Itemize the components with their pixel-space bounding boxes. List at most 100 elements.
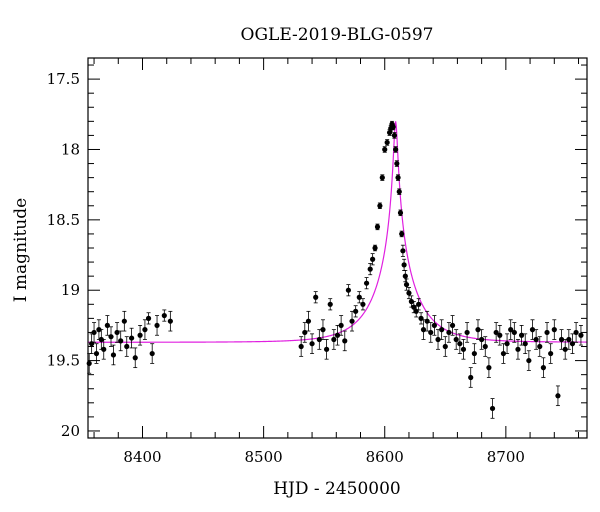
- data-marker: [573, 329, 579, 336]
- data-marker: [298, 343, 304, 350]
- data-point: [399, 230, 405, 238]
- chart-title: OGLE-2019-BLG-0597: [241, 25, 434, 45]
- data-point: [471, 343, 477, 364]
- data-marker: [446, 329, 452, 336]
- data-point: [313, 291, 319, 304]
- data-point: [504, 333, 510, 354]
- data-marker: [500, 350, 507, 357]
- data-marker: [338, 322, 344, 329]
- data-marker: [309, 341, 315, 347]
- data-point: [394, 160, 400, 167]
- data-point: [309, 333, 315, 354]
- data-point: [121, 310, 127, 332]
- y-tick-label: 19: [61, 281, 80, 299]
- data-point: [497, 325, 503, 346]
- data-marker: [431, 322, 437, 329]
- data-marker: [377, 203, 383, 209]
- data-marker: [313, 294, 319, 300]
- y-axis-label: I magnitude: [11, 198, 31, 302]
- data-point: [493, 322, 499, 343]
- data-point: [418, 312, 424, 325]
- data-marker: [397, 210, 404, 216]
- data-marker: [493, 329, 499, 336]
- x-axis-label: HJD - 2450000: [273, 479, 401, 499]
- data-point: [334, 325, 341, 346]
- data-point: [511, 322, 517, 343]
- data-marker: [533, 336, 539, 343]
- data-point: [137, 325, 143, 346]
- data-marker: [86, 360, 92, 367]
- data-point: [420, 319, 427, 340]
- data-points-layer: [86, 120, 584, 419]
- data-point: [323, 339, 330, 360]
- data-point: [460, 339, 467, 360]
- data-marker: [544, 329, 550, 336]
- data-marker: [475, 327, 481, 333]
- data-point: [578, 325, 584, 346]
- data-point: [356, 291, 362, 304]
- data-marker: [486, 365, 492, 371]
- data-point: [573, 322, 579, 343]
- data-point: [338, 315, 344, 336]
- data-point: [298, 336, 304, 357]
- data-point: [446, 322, 452, 343]
- x-axis: 8400 8500 8600 8700: [93, 58, 580, 466]
- data-marker: [548, 350, 554, 357]
- data-point: [129, 327, 135, 349]
- y-axis: 17.5 18 18.5 19 19.5 20: [47, 64, 587, 440]
- data-marker: [439, 327, 445, 333]
- data-marker: [98, 336, 104, 343]
- data-point: [548, 343, 554, 364]
- data-marker: [399, 231, 405, 237]
- data-marker: [555, 393, 561, 399]
- data-point: [551, 319, 557, 340]
- data-point: [101, 339, 107, 360]
- data-marker: [393, 146, 399, 153]
- data-point: [154, 315, 160, 336]
- data-point: [540, 357, 546, 378]
- data-marker: [508, 327, 514, 333]
- data-marker: [511, 329, 517, 336]
- x-tick-label: 8500: [245, 448, 283, 466]
- data-marker: [442, 343, 448, 350]
- data-marker: [334, 332, 341, 338]
- data-marker: [104, 322, 110, 329]
- data-point: [104, 315, 110, 336]
- data-marker: [316, 336, 322, 343]
- data-point: [529, 319, 536, 340]
- data-marker: [518, 332, 525, 338]
- data-marker: [305, 318, 312, 324]
- data-marker: [356, 294, 362, 300]
- data-marker: [372, 245, 378, 251]
- data-marker: [302, 329, 308, 336]
- data-marker: [526, 357, 532, 364]
- data-point: [569, 333, 576, 354]
- data-marker: [320, 327, 326, 333]
- data-point: [518, 325, 525, 346]
- data-point: [391, 132, 398, 139]
- data-point: [439, 319, 445, 340]
- data-marker: [418, 315, 424, 321]
- data-marker: [515, 346, 521, 352]
- data-point: [406, 287, 412, 300]
- data-marker: [379, 175, 385, 181]
- plot-frame: [87, 57, 588, 439]
- data-point: [400, 244, 406, 257]
- data-marker: [428, 329, 434, 336]
- data-point: [379, 174, 385, 181]
- data-point: [167, 310, 173, 332]
- data-point: [110, 344, 117, 366]
- data-marker: [482, 343, 488, 350]
- data-point: [555, 385, 561, 407]
- data-marker: [578, 332, 584, 338]
- data-marker: [395, 175, 401, 181]
- data-point: [479, 329, 485, 350]
- data-point: [331, 329, 337, 350]
- data-marker: [408, 298, 414, 305]
- y-tick-label: 18.5: [47, 211, 80, 229]
- data-marker: [449, 322, 456, 329]
- data-point: [108, 326, 114, 347]
- model-curve: [88, 121, 587, 343]
- data-marker: [108, 334, 114, 340]
- data-marker: [353, 308, 359, 314]
